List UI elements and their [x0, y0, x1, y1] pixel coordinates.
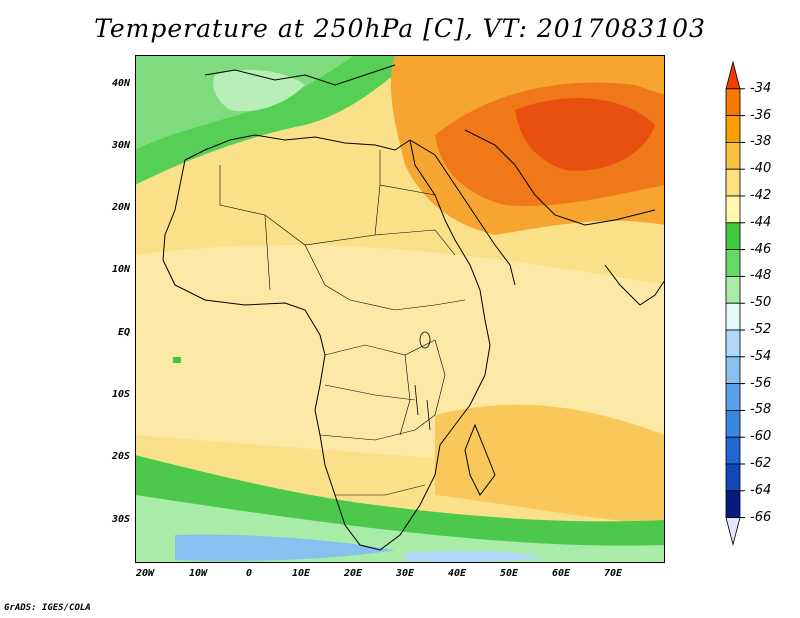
- colorbar-swatch: [725, 60, 741, 90]
- colorbar-swatch: [725, 115, 741, 143]
- lat-label-20n: 20N: [111, 202, 130, 213]
- colorbar-label: -40: [750, 161, 772, 177]
- colorbar-swatch: [725, 302, 741, 331]
- temperature-map: [135, 55, 665, 563]
- temp-band-minus40-south: [435, 404, 665, 525]
- lon-label-50e: 50E: [499, 568, 519, 579]
- temp-spot: [173, 357, 181, 363]
- colorbar-swatch: [725, 195, 741, 224]
- lat-label-10n: 10N: [111, 264, 130, 275]
- coastlines: [162, 64, 665, 551]
- colorbar-label: -58: [750, 402, 772, 418]
- country-borders: [219, 150, 466, 496]
- colorbar-label: -62: [750, 456, 772, 471]
- lon-label-60e: 60E: [551, 568, 571, 579]
- lon-label-20w: 20W: [135, 568, 155, 579]
- lon-label-10e: 10E: [291, 568, 311, 579]
- colorbar-swatch: [725, 168, 741, 197]
- colorbar-label: -66: [750, 509, 772, 525]
- lat-label-30n: 30N: [111, 140, 130, 151]
- lat-label-eq: EQ: [117, 327, 130, 338]
- temp-band-minus56-south: [175, 534, 395, 562]
- map-title: Temperature at 250hPa [C], VT: 201708310…: [94, 14, 706, 43]
- lat-label-40n: 40N: [111, 78, 130, 89]
- colorbar-swatch: [725, 141, 741, 170]
- temp-band-minus34: [515, 98, 655, 171]
- colorbar-label: -64: [750, 482, 772, 498]
- lon-label-0: 0: [245, 568, 253, 579]
- colorbar-swatch: [725, 409, 741, 438]
- colorbar-swatch: [725, 463, 741, 492]
- colorbar-swatch: [725, 490, 741, 518]
- lon-label-40e: 40E: [447, 568, 467, 579]
- colorbar-label: -52: [750, 322, 772, 337]
- colorbar-swatch: [725, 383, 741, 411]
- colorbar-swatch: [725, 88, 741, 117]
- lon-label-30e: 30E: [395, 568, 415, 579]
- lon-label-20e: 20E: [343, 568, 363, 579]
- colorbar-label: -42: [750, 188, 772, 203]
- footer-credit: GrADS: IGES/COLA: [4, 603, 91, 613]
- colorbar-swatch: [725, 329, 741, 358]
- temp-band-minus54-south: [405, 550, 545, 563]
- colorbar-label: -34: [750, 80, 772, 96]
- temp-band-minus50-north: [213, 69, 305, 112]
- colorbar-swatch: [725, 517, 741, 546]
- map-border: [135, 55, 665, 563]
- colorbar-swatch: [725, 222, 741, 251]
- colorbar-label: -56: [750, 375, 772, 391]
- colorbar-label: -48: [750, 268, 772, 284]
- lat-label-20s: 20S: [111, 451, 130, 462]
- colorbar-label: -36: [750, 107, 772, 123]
- colorbar-swatch: [725, 436, 741, 465]
- lon-label-10w: 10W: [188, 568, 208, 579]
- colorbar-swatch: [725, 356, 741, 384]
- colorbar-label: -44: [750, 214, 772, 230]
- colorbar-label: -60: [750, 429, 772, 445]
- lat-label-10s: 10S: [111, 389, 130, 400]
- colorbar-label: -46: [750, 241, 772, 257]
- colorbar-label: -50: [750, 295, 772, 311]
- colorbar-swatch: [725, 275, 741, 304]
- colorbar-swatch: [725, 249, 741, 277]
- lat-label-30s: 30S: [111, 514, 130, 525]
- colorbar-label: -54: [750, 348, 772, 364]
- colorbar-label: -38: [750, 134, 772, 150]
- lon-label-70e: 70E: [603, 568, 623, 579]
- lakes: [414, 331, 431, 431]
